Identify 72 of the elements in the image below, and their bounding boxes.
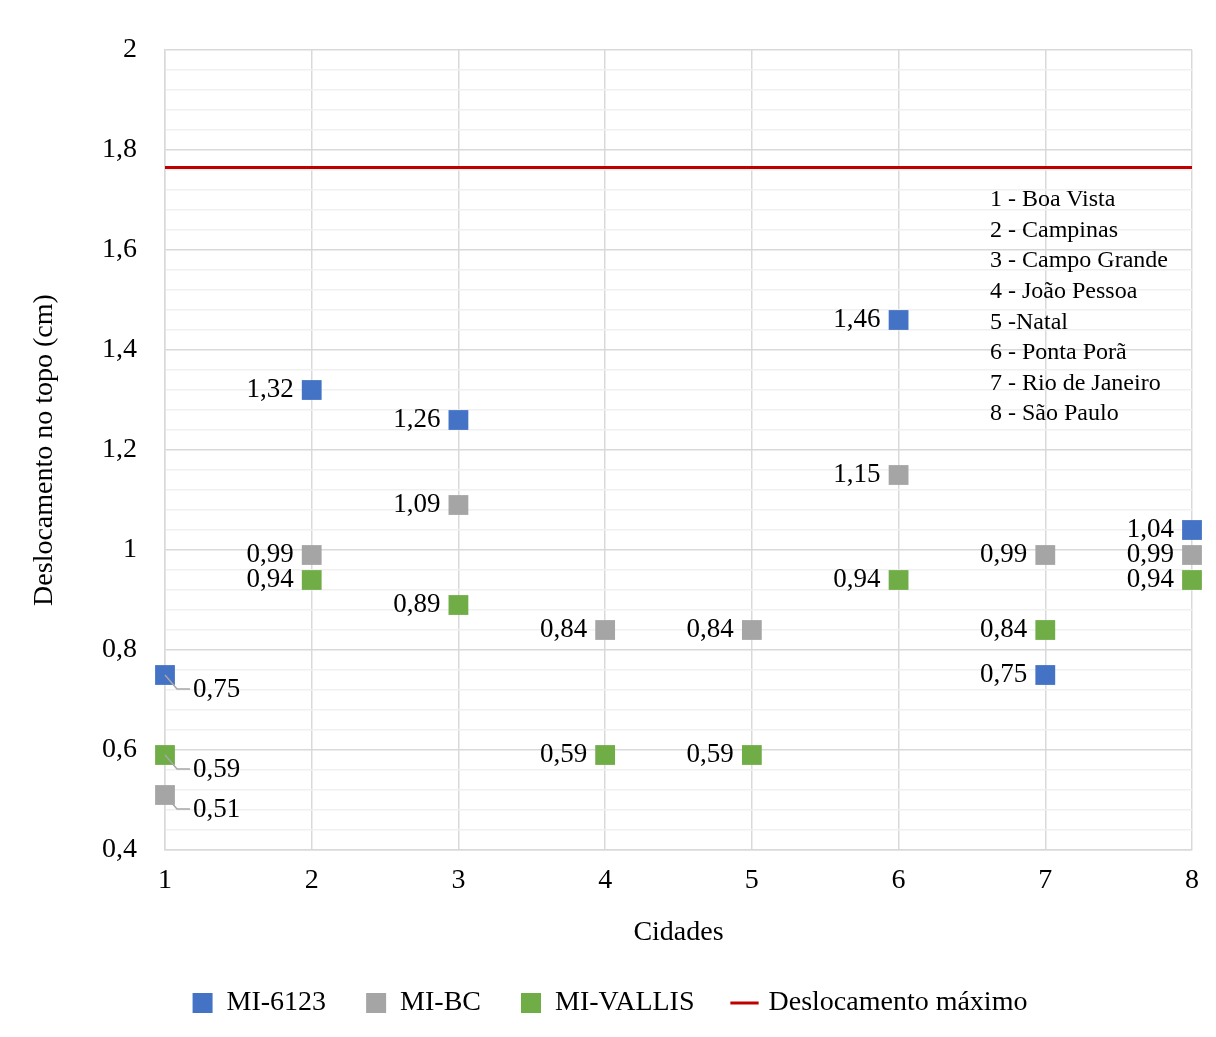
data-label: 0,84 [539,613,588,644]
data-label: 0,59 [539,738,588,769]
point [1182,545,1202,565]
data-label: 0,99 [980,538,1028,569]
legend-label: Deslocamento máximo [768,985,1028,1017]
annotation: 8 - São Paulo [990,399,1119,426]
annotation: 3 - Campo Grande [990,246,1168,273]
point [155,665,175,685]
point [741,745,762,765]
y-tick-label: 1,2 [102,432,137,464]
point [448,410,469,430]
x-tick-label: 3 [451,863,466,895]
data-label: 0,59 [686,738,734,769]
legend-label: MI-BC [400,985,482,1017]
point [155,745,175,765]
legend-label: MI-VALLIS [555,985,695,1017]
x-tick-label: 7 [1038,863,1053,895]
y-tick-label: 1,8 [102,132,137,164]
data-label: 1,04 [1126,513,1175,544]
data-label: 1,09 [393,488,441,519]
point [741,620,762,640]
point [301,545,322,565]
point [888,570,909,590]
annotation: 7 - Rio de Janeiro [990,368,1161,395]
y-tick-label: 1 [123,532,137,564]
x-tick-label: 5 [744,863,759,895]
annotation: 2 - Campinas [990,215,1118,242]
legend-label: MI-6123 [226,985,327,1017]
point [595,745,616,765]
data-label: 0,51 [193,793,241,824]
annotation: 6 - Ponta Porã [990,338,1127,365]
data-label: 0,75 [980,658,1028,689]
data-label: 0,94 [833,563,882,594]
point [448,595,469,615]
annotation: 1 - Boa Vista [990,185,1116,212]
point [1035,620,1056,640]
point [448,495,469,515]
point [1182,570,1202,590]
y-tick-label: 0,6 [102,732,137,764]
data-label: 0,84 [686,613,735,644]
y-tick-label: 0,8 [102,632,137,664]
y-tick-label: 1,6 [102,232,137,264]
annotation: 5 -Natal [990,307,1069,334]
annotation: 4 - João Pessoa [990,277,1138,304]
x-tick-label: 8 [1185,863,1199,895]
point [1182,520,1202,540]
point [1035,545,1056,565]
data-label: 1,15 [833,458,881,489]
data-label: 1,46 [833,303,881,334]
point [595,620,616,640]
y-axis-title: Deslocamento no topo (cm) [27,294,59,606]
point [155,785,175,805]
point [301,380,322,400]
x-tick-label: 6 [891,863,906,895]
point [301,570,322,590]
x-tick-label: 4 [598,863,613,895]
data-label: 0,84 [980,613,1028,644]
y-tick-label: 2 [123,32,137,64]
point [888,465,909,485]
data-label: 1,26 [393,403,441,434]
data-label: 0,59 [193,753,241,784]
x-axis-title: Cidades [633,914,724,946]
x-tick-label: 1 [158,863,172,895]
data-label: 1,32 [246,373,294,404]
y-tick-label: 0,4 [102,832,137,864]
y-tick-label: 1,4 [102,332,137,364]
point [1035,665,1056,685]
data-label: 0,99 [246,538,294,569]
x-tick-label: 2 [304,863,319,895]
data-label: 0,89 [393,588,441,619]
point [888,310,909,330]
data-label: 0,75 [193,673,241,704]
